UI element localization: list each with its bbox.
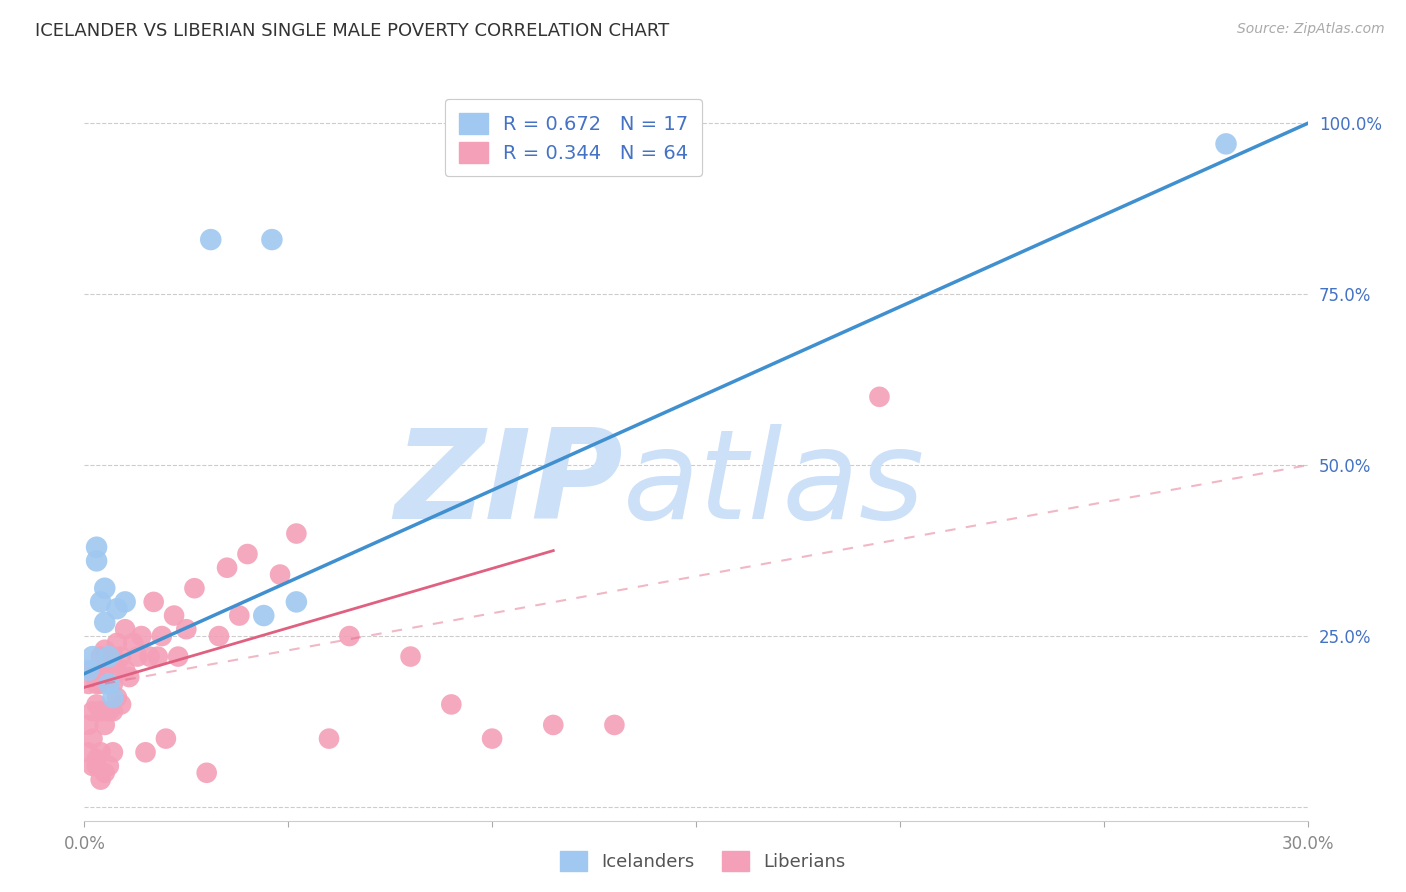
Point — [253, 608, 276, 623]
Point — [90, 772, 112, 787]
Point — [93, 581, 117, 595]
Point — [90, 745, 112, 759]
Point — [86, 698, 108, 712]
Point — [481, 731, 503, 746]
Point — [869, 390, 891, 404]
Text: Source: ZipAtlas.com: Source: ZipAtlas.com — [1237, 22, 1385, 37]
Point — [339, 629, 361, 643]
Point — [105, 690, 128, 705]
Point — [163, 608, 186, 623]
Point — [82, 704, 104, 718]
Point — [82, 663, 104, 677]
Text: ICELANDER VS LIBERIAN SINGLE MALE POVERTY CORRELATION CHART: ICELANDER VS LIBERIAN SINGLE MALE POVERT… — [35, 22, 669, 40]
Point — [90, 595, 112, 609]
Point — [97, 677, 120, 691]
Point — [77, 745, 100, 759]
Point — [228, 608, 250, 623]
Point — [101, 745, 124, 759]
Point — [105, 601, 128, 615]
Point — [110, 649, 132, 664]
Point — [131, 629, 153, 643]
Point — [86, 554, 108, 568]
Point — [82, 759, 104, 773]
Point — [101, 690, 124, 705]
Point — [82, 649, 104, 664]
Point — [86, 540, 108, 554]
Point — [93, 718, 117, 732]
Point — [236, 547, 259, 561]
Point — [118, 670, 141, 684]
Point — [110, 698, 132, 712]
Point — [208, 629, 231, 643]
Point — [285, 526, 308, 541]
Point — [285, 595, 308, 609]
Point — [101, 704, 124, 718]
Point — [142, 595, 165, 609]
Point — [93, 663, 117, 677]
Point — [90, 649, 112, 664]
Point — [122, 636, 145, 650]
Point — [543, 718, 565, 732]
Text: ZIP: ZIP — [394, 424, 623, 545]
Point — [200, 233, 222, 247]
Point — [150, 629, 173, 643]
Point — [105, 636, 128, 650]
Point — [167, 649, 190, 664]
Point — [114, 663, 136, 677]
Point — [90, 677, 112, 691]
Point — [138, 649, 160, 664]
Text: atlas: atlas — [623, 424, 925, 545]
Point — [97, 759, 120, 773]
Point — [77, 663, 100, 677]
Point — [440, 698, 463, 712]
Legend: R = 0.672   N = 17, R = 0.344   N = 64: R = 0.672 N = 17, R = 0.344 N = 64 — [446, 99, 702, 177]
Point — [86, 677, 108, 691]
Point — [82, 731, 104, 746]
Point — [603, 718, 626, 732]
Point — [93, 642, 117, 657]
Point — [86, 663, 108, 677]
Point — [77, 677, 100, 691]
Point — [97, 649, 120, 664]
Point — [155, 731, 177, 746]
Point — [77, 718, 100, 732]
Point — [1215, 136, 1237, 151]
Point — [86, 752, 108, 766]
Point — [127, 649, 149, 664]
Point — [183, 581, 205, 595]
Point — [269, 567, 291, 582]
Point — [93, 615, 117, 630]
Point — [86, 759, 108, 773]
Point — [114, 622, 136, 636]
Point — [318, 731, 340, 746]
Point — [146, 649, 169, 664]
Point — [260, 233, 283, 247]
Point — [93, 765, 117, 780]
Legend: Icelanders, Liberians: Icelanders, Liberians — [553, 844, 853, 879]
Point — [101, 677, 124, 691]
Point — [101, 649, 124, 664]
Point — [176, 622, 198, 636]
Point — [97, 704, 120, 718]
Point — [105, 663, 128, 677]
Point — [97, 649, 120, 664]
Point — [195, 765, 218, 780]
Point — [217, 560, 239, 574]
Point — [90, 704, 112, 718]
Point — [114, 595, 136, 609]
Point — [399, 649, 422, 664]
Point — [135, 745, 157, 759]
